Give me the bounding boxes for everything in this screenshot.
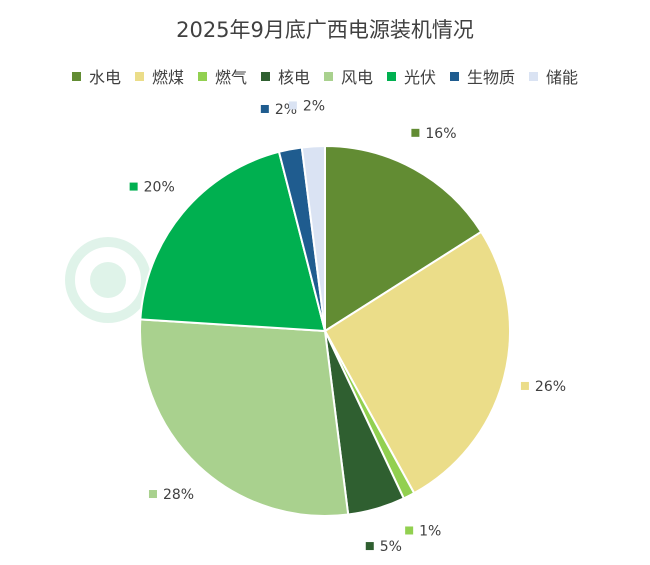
data-label-group: 26%	[520, 379, 566, 395]
legend-item: 风电	[324, 64, 373, 88]
data-label-marker	[411, 128, 420, 137]
legend-swatch	[197, 71, 207, 81]
data-label-group: 16%	[411, 126, 457, 142]
watermark	[65, 237, 151, 323]
legend-swatch	[260, 71, 270, 81]
data-label-group: 20%	[129, 180, 175, 196]
data-label-marker	[365, 542, 374, 551]
pie-slice	[139, 318, 350, 517]
pie-slice	[324, 144, 483, 333]
legend: 水电 燃煤 燃气 核电 风电 光伏 生物质 储能	[0, 64, 650, 88]
data-label: 16%	[425, 126, 456, 142]
data-label-group: 5%	[365, 539, 402, 555]
legend-item: 燃煤	[134, 64, 184, 88]
data-label: 5%	[380, 539, 402, 555]
data-label: 28%	[163, 487, 194, 503]
data-label: 1%	[419, 523, 441, 539]
legend-label: 储能	[546, 68, 579, 87]
data-label-marker	[520, 381, 529, 390]
data-label-marker	[129, 182, 138, 191]
data-label-marker	[148, 490, 157, 499]
data-label: 20%	[144, 180, 175, 196]
legend-item: 光伏	[387, 64, 436, 88]
legend-item: 生物质	[450, 64, 515, 88]
legend-swatch	[324, 71, 333, 81]
legend-label: 水电	[88, 68, 121, 87]
legend-swatch	[71, 71, 81, 81]
data-label-marker	[260, 104, 269, 113]
legend-item: 核电	[260, 64, 310, 88]
legend-item: 水电	[71, 64, 121, 88]
legend-swatch	[529, 71, 539, 81]
legend-swatch	[387, 71, 397, 81]
legend-label: 风电	[341, 68, 374, 87]
data-label-group: 2%	[288, 98, 325, 114]
data-label-marker	[405, 526, 414, 535]
legend-swatch	[134, 71, 144, 81]
legend-label: 核电	[277, 68, 310, 87]
pie-slice	[323, 230, 511, 495]
legend-label: 光伏	[404, 68, 437, 87]
legend-item: 燃气	[197, 64, 247, 88]
pie-slice	[300, 144, 326, 332]
data-label-group: 1%	[405, 523, 441, 539]
data-label: 26%	[535, 379, 566, 395]
legend-swatch	[450, 71, 460, 81]
data-label-marker	[288, 101, 297, 110]
legend-label: 燃煤	[151, 68, 184, 87]
chart-title: 2025年9月底广西电源装机情况	[176, 18, 474, 42]
legend-label: 燃气	[214, 68, 247, 87]
data-label-group: 28%	[148, 487, 194, 503]
pie-slice	[139, 150, 327, 333]
legend-item: 储能	[529, 64, 578, 88]
data-label: 2%	[303, 98, 325, 114]
legend-label: 生物质	[467, 68, 516, 87]
